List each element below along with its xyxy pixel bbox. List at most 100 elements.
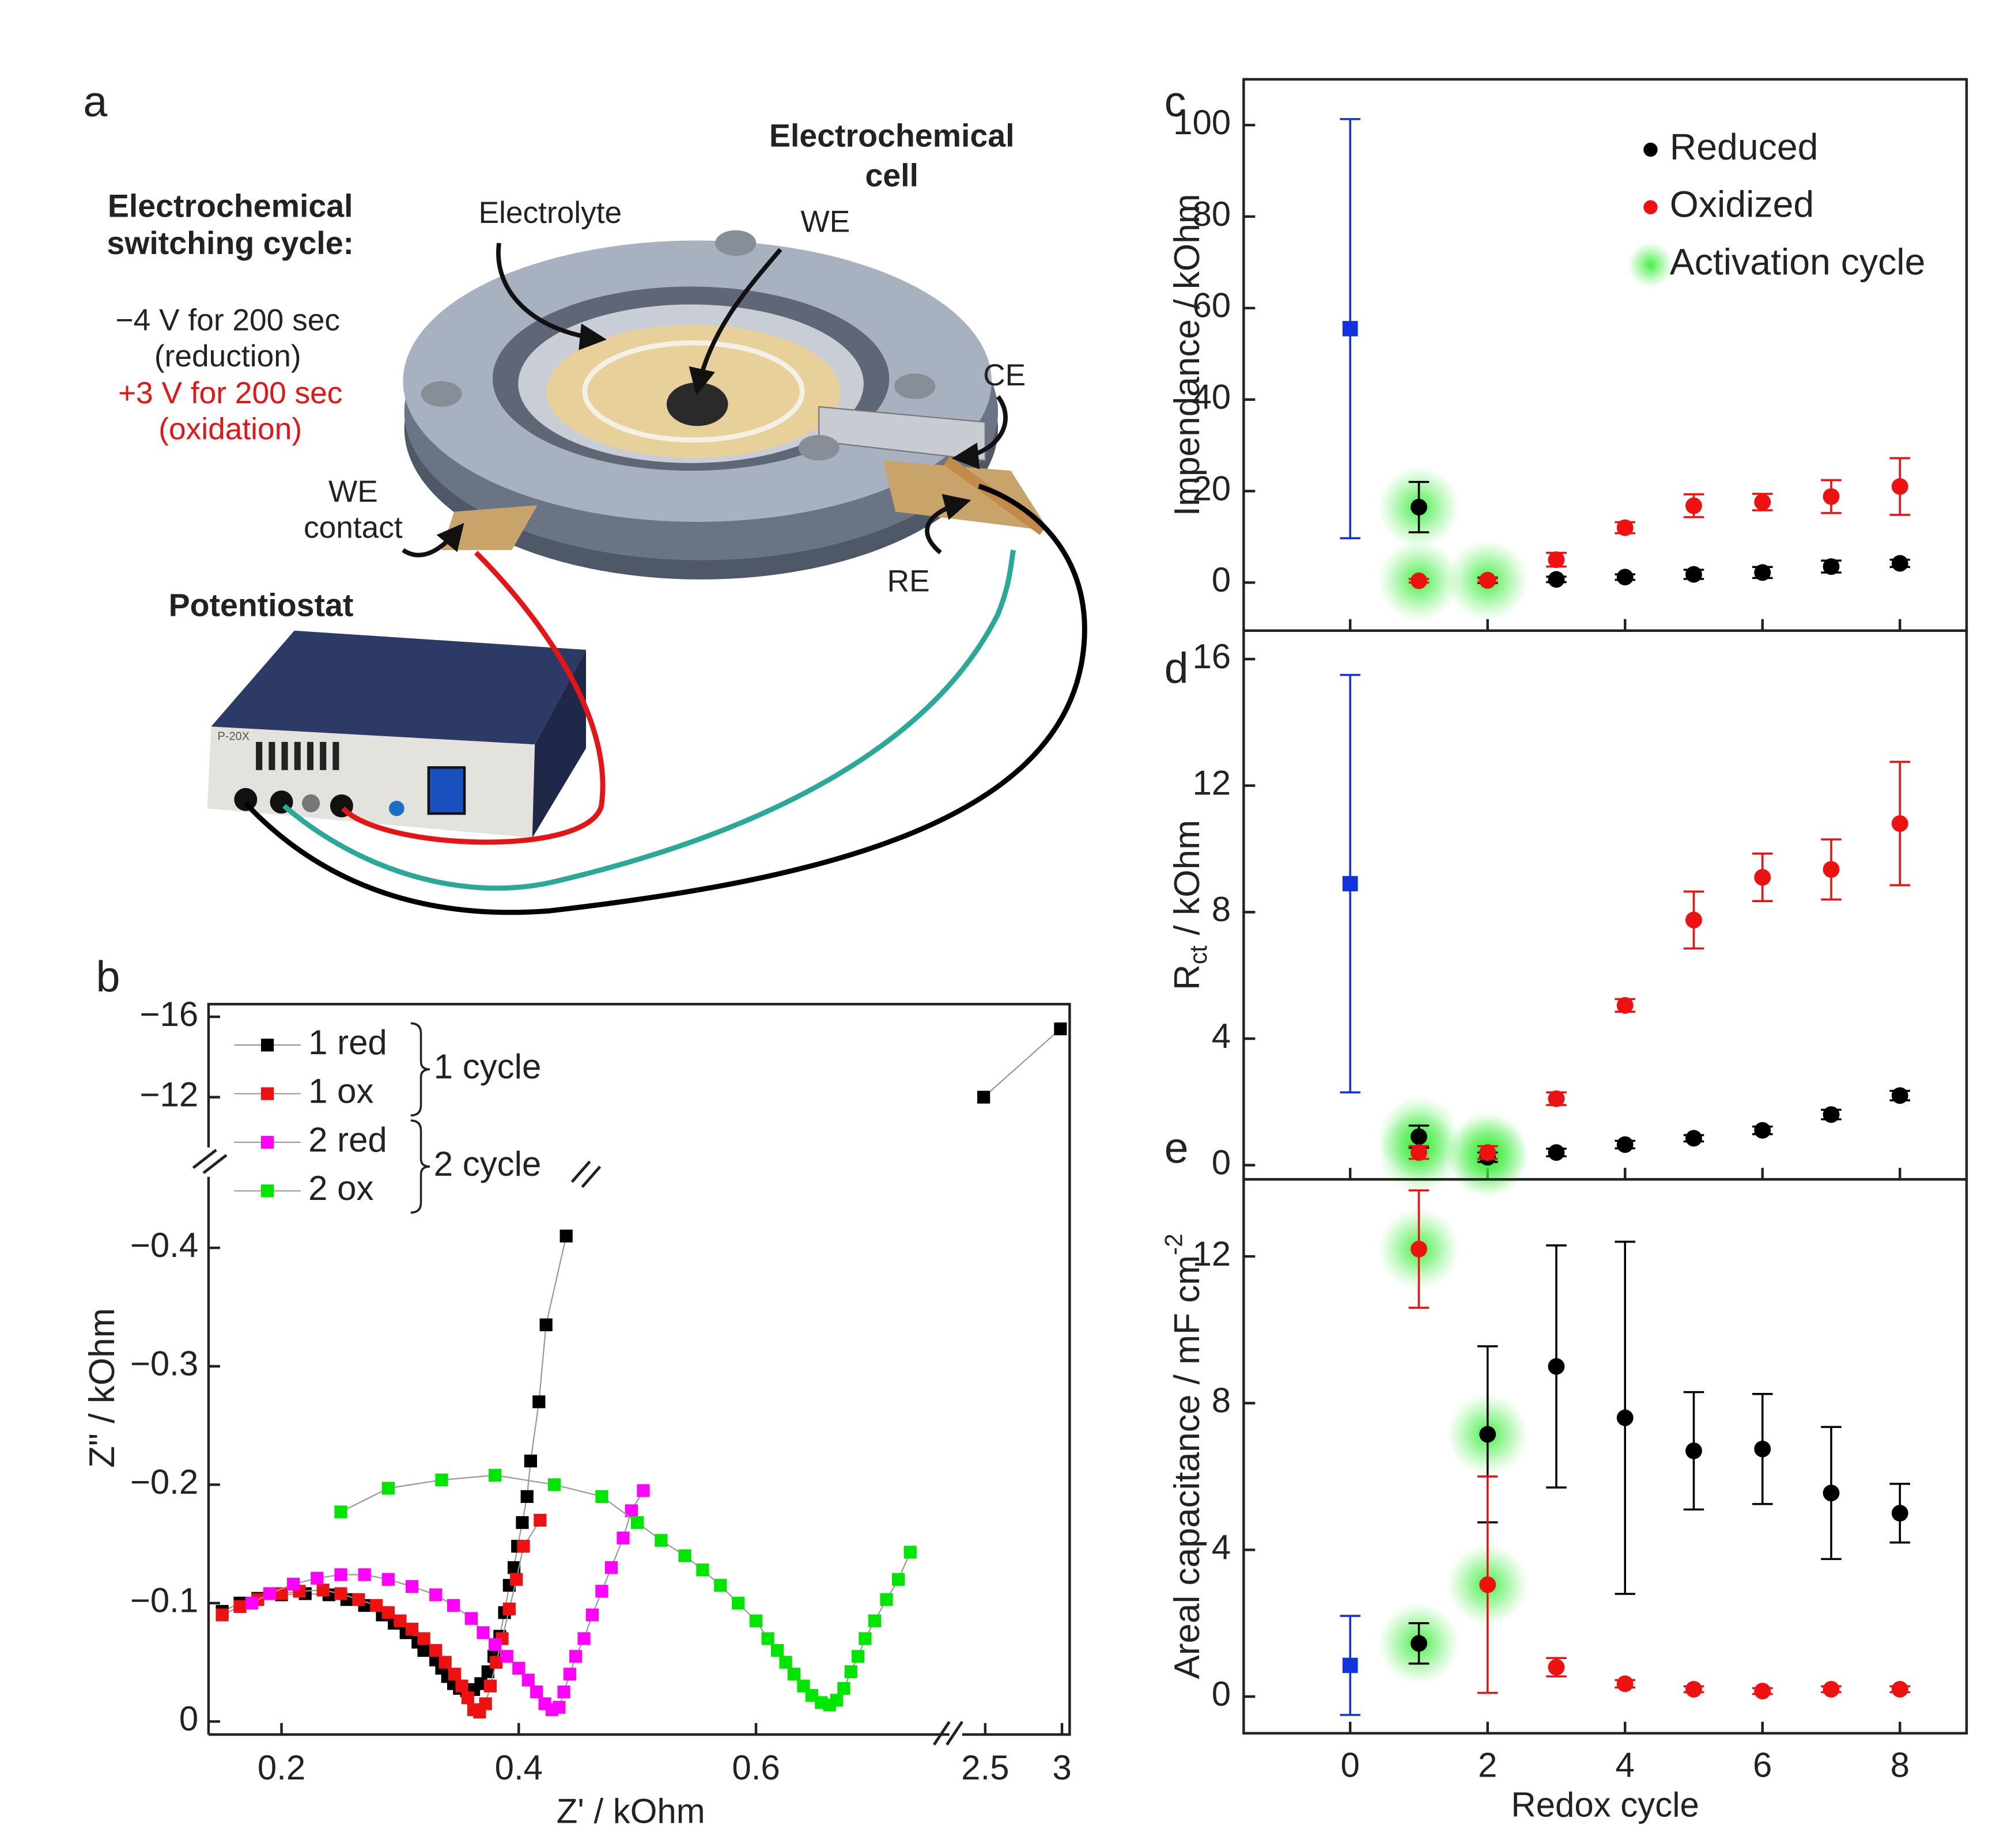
data-point — [1479, 1426, 1496, 1443]
series-line — [983, 1028, 1061, 1098]
legend-group-label: 1 cycle — [434, 1047, 542, 1086]
data-point — [1479, 1576, 1496, 1593]
data-point — [851, 1650, 865, 1663]
y-tick-label: 100 — [1173, 103, 1231, 142]
x-tick-label: 2 — [1478, 1746, 1497, 1785]
data-point — [1823, 1680, 1840, 1698]
legend-label: Activation cycle — [1670, 241, 1926, 283]
data-point — [455, 1679, 468, 1692]
y-tick-label: 20 — [1192, 469, 1231, 508]
data-point — [1891, 1087, 1908, 1104]
data-point — [1685, 911, 1702, 929]
data-point — [516, 1516, 529, 1529]
data-point — [405, 1580, 419, 1593]
data-point — [617, 1531, 630, 1544]
data-point — [830, 1694, 844, 1707]
data-point — [891, 1573, 905, 1586]
panel-letter: e — [1165, 1123, 1189, 1172]
oxidation-step: (oxidation) — [158, 412, 302, 446]
y-tick-label: 4 — [1212, 1017, 1231, 1055]
data-point — [714, 1578, 727, 1592]
data-point — [1685, 497, 1702, 514]
legend-brace — [410, 1119, 430, 1214]
data-point — [1891, 1680, 1908, 1698]
data-point — [334, 1587, 347, 1600]
data-point — [1823, 861, 1840, 878]
data-point — [489, 1468, 502, 1482]
x-tick-label: 0.2 — [258, 1748, 305, 1787]
data-point — [263, 1587, 277, 1600]
y-tick-label: −0.2 — [130, 1463, 198, 1501]
data-point — [316, 1584, 330, 1597]
data-point — [510, 1573, 523, 1586]
data-point — [311, 1571, 324, 1585]
data-point — [1754, 1683, 1771, 1700]
legend-marker — [1643, 200, 1658, 214]
data-point — [904, 1546, 917, 1559]
data-point — [438, 1656, 452, 1669]
legend-label: Oxidized — [1670, 184, 1814, 225]
data-point — [507, 1561, 521, 1574]
cell-label: Electrochemical — [769, 118, 1015, 153]
potentiostat-label: Potentiostat — [169, 587, 354, 623]
data-point — [245, 1596, 259, 1610]
data-point — [547, 1478, 561, 1491]
legend-label: Reduced — [1670, 126, 1819, 168]
data-point — [1685, 1442, 1702, 1459]
data-point — [381, 1482, 395, 1495]
y-tick-label: 60 — [1192, 286, 1231, 325]
data-point — [1823, 558, 1840, 575]
data-point — [868, 1614, 882, 1627]
data-point — [429, 1588, 443, 1601]
data-point — [1616, 997, 1634, 1014]
panel-letter: d — [1165, 644, 1189, 692]
x-tick-label: 2.5 — [961, 1748, 1009, 1787]
x-axis-label: Z' / kOhm — [557, 1792, 705, 1831]
data-point — [1548, 1144, 1565, 1161]
data-point — [557, 1685, 570, 1699]
data-point — [631, 1516, 644, 1529]
data-point — [977, 1090, 991, 1104]
legend-label: 2 red — [308, 1120, 387, 1159]
data-point — [490, 1656, 503, 1669]
data-point — [447, 1599, 460, 1612]
y-tick-label: 4 — [1212, 1528, 1231, 1566]
y-axis-label-sub: ct — [1185, 945, 1212, 964]
legend-label: 1 ox — [308, 1071, 373, 1110]
data-point — [577, 1632, 591, 1645]
cycle-title: switching cycle: — [107, 225, 354, 261]
data-point — [859, 1632, 872, 1645]
cycle-title: Electrochemical — [108, 188, 353, 224]
wires — [244, 483, 1087, 915]
re-label: RE — [887, 565, 930, 599]
y-tick-label: 16 — [1192, 637, 1231, 676]
data-point — [1479, 571, 1496, 589]
y-tick-label: −16 — [140, 995, 199, 1033]
data-point — [749, 1614, 763, 1627]
reduction-step: −4 V for 200 sec — [116, 304, 341, 338]
data-point — [370, 1599, 383, 1612]
legend-marker — [260, 1039, 274, 1052]
y-tick-label: 0 — [1212, 1143, 1231, 1181]
legend-glow — [1627, 241, 1674, 288]
data-point — [1411, 498, 1427, 516]
data-point — [837, 1682, 850, 1695]
legend-group-label: 2 cycle — [434, 1145, 542, 1183]
data-point — [1891, 478, 1908, 495]
data-point — [1342, 1657, 1358, 1673]
data-point — [761, 1632, 774, 1645]
data-point — [352, 1593, 365, 1606]
data-point — [1548, 551, 1565, 569]
data-point — [489, 1638, 502, 1651]
legend-label: 1 red — [308, 1023, 387, 1062]
data-point — [429, 1643, 443, 1657]
y-axis-label-part: / kOhm — [1167, 820, 1207, 935]
we-contact-label: contact — [304, 510, 403, 544]
data-point — [1754, 1440, 1771, 1457]
oxidation-step: +3 V for 200 sec — [118, 376, 342, 410]
data-point — [1685, 1130, 1702, 1147]
data-point — [520, 1490, 534, 1503]
